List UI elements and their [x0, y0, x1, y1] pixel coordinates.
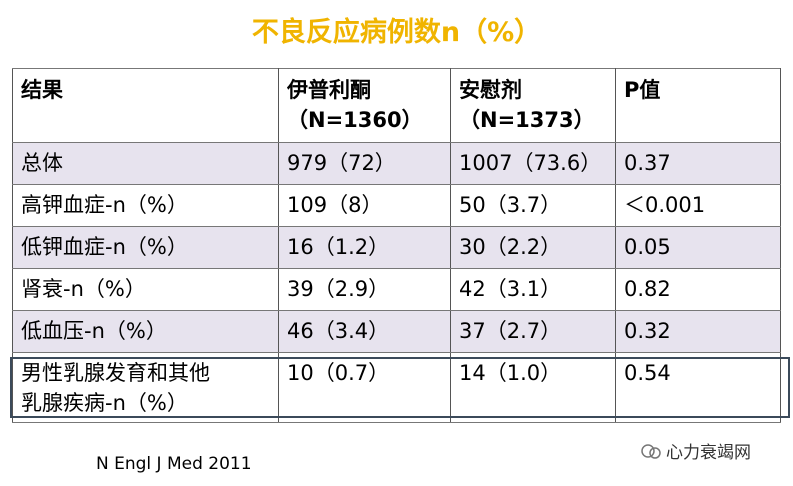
watermark-text: 心力衰竭网 — [666, 443, 751, 463]
table-cell: 肾衰-n（%） — [12, 268, 279, 311]
table-cell: 0.32 — [615, 310, 781, 353]
table-cell: 男性乳腺发育和其他 乳腺疾病-n（%） — [12, 352, 279, 423]
table-cell: 总体 — [12, 142, 279, 185]
table-cell: 109（8） — [278, 184, 451, 227]
cell-line: （N=1373） — [459, 108, 595, 132]
cell-line: 乳腺疾病-n（%） — [21, 391, 188, 415]
table-cell: 42（3.1） — [450, 268, 616, 311]
cell-line: （N=1360） — [287, 108, 423, 132]
table-row: 肾衰-n（%） 39（2.9） 42（3.1） 0.82 — [12, 268, 781, 311]
table-cell: 0.82 — [615, 268, 781, 311]
watermark: 心力衰竭网 — [640, 438, 751, 463]
table-row: 高钾血症-n（%） 109（8） 50（3.7） ＜0.001 — [12, 184, 781, 227]
table-cell: 16（1.2） — [278, 226, 451, 269]
table-cell: 30（2.2） — [450, 226, 616, 269]
table-cell: 39（2.9） — [278, 268, 451, 311]
table-cell: 低钾血症-n（%） — [12, 226, 279, 269]
title: 不良反应病例数n（%） — [251, 17, 542, 48]
table-cell: 0.37 — [615, 142, 781, 185]
table-row: 低钾血症-n（%） 16（1.2） 30（2.2） 0.05 — [12, 226, 781, 269]
header-cell: 安慰剂 （N=1373） — [450, 68, 616, 143]
highlight-box — [10, 357, 790, 418]
watermark-icon — [641, 443, 661, 459]
header-cell: 结果 — [12, 68, 279, 143]
table-cell: ＜0.001 — [615, 184, 781, 227]
table-cell: 0.05 — [615, 226, 781, 269]
table-row: 低血压-n（%） 46（3.4） 37（2.7） 0.32 — [12, 310, 781, 353]
table-cell: 0.54 — [615, 352, 781, 423]
header-cell: P值 — [615, 68, 781, 143]
citation: N Engl J Med 2011 — [96, 454, 252, 474]
cell-line: 伊普利酮 — [287, 78, 371, 102]
table-cell: 高钾血症-n（%） — [12, 184, 279, 227]
table-row: 男性乳腺发育和其他 乳腺疾病-n（%） 10（0.7） 14（1.0） 0.54 — [12, 352, 781, 423]
table-cell: 14（1.0） — [450, 352, 616, 423]
table-cell: 低血压-n（%） — [12, 310, 279, 353]
cell-line: 男性乳腺发育和其他 — [21, 361, 210, 385]
table: 结果 伊普利酮 （N=1360） 安慰剂 （N=1373） P值总体 979（72） 1007… — [12, 68, 781, 423]
table-cell: 46（3.4） — [278, 310, 451, 353]
cell-line: P值 — [624, 78, 661, 102]
table-cell: 50（3.7） — [450, 184, 616, 227]
table-row: 总体 979（72） 1007（73.6） 0.37 — [12, 142, 781, 185]
table-cell: 10（0.7） — [278, 352, 451, 423]
header-row: 结果 伊普利酮 （N=1360） 安慰剂 （N=1373） P值 — [12, 68, 781, 143]
header-cell: 伊普利酮 （N=1360） — [278, 68, 451, 143]
table-cell: 1007（73.6） — [450, 142, 616, 185]
cell-line: 结果 — [21, 78, 63, 102]
table-cell: 37（2.7） — [450, 310, 616, 353]
table-cell: 979（72） — [278, 142, 451, 185]
cell-line: 安慰剂 — [459, 78, 522, 102]
